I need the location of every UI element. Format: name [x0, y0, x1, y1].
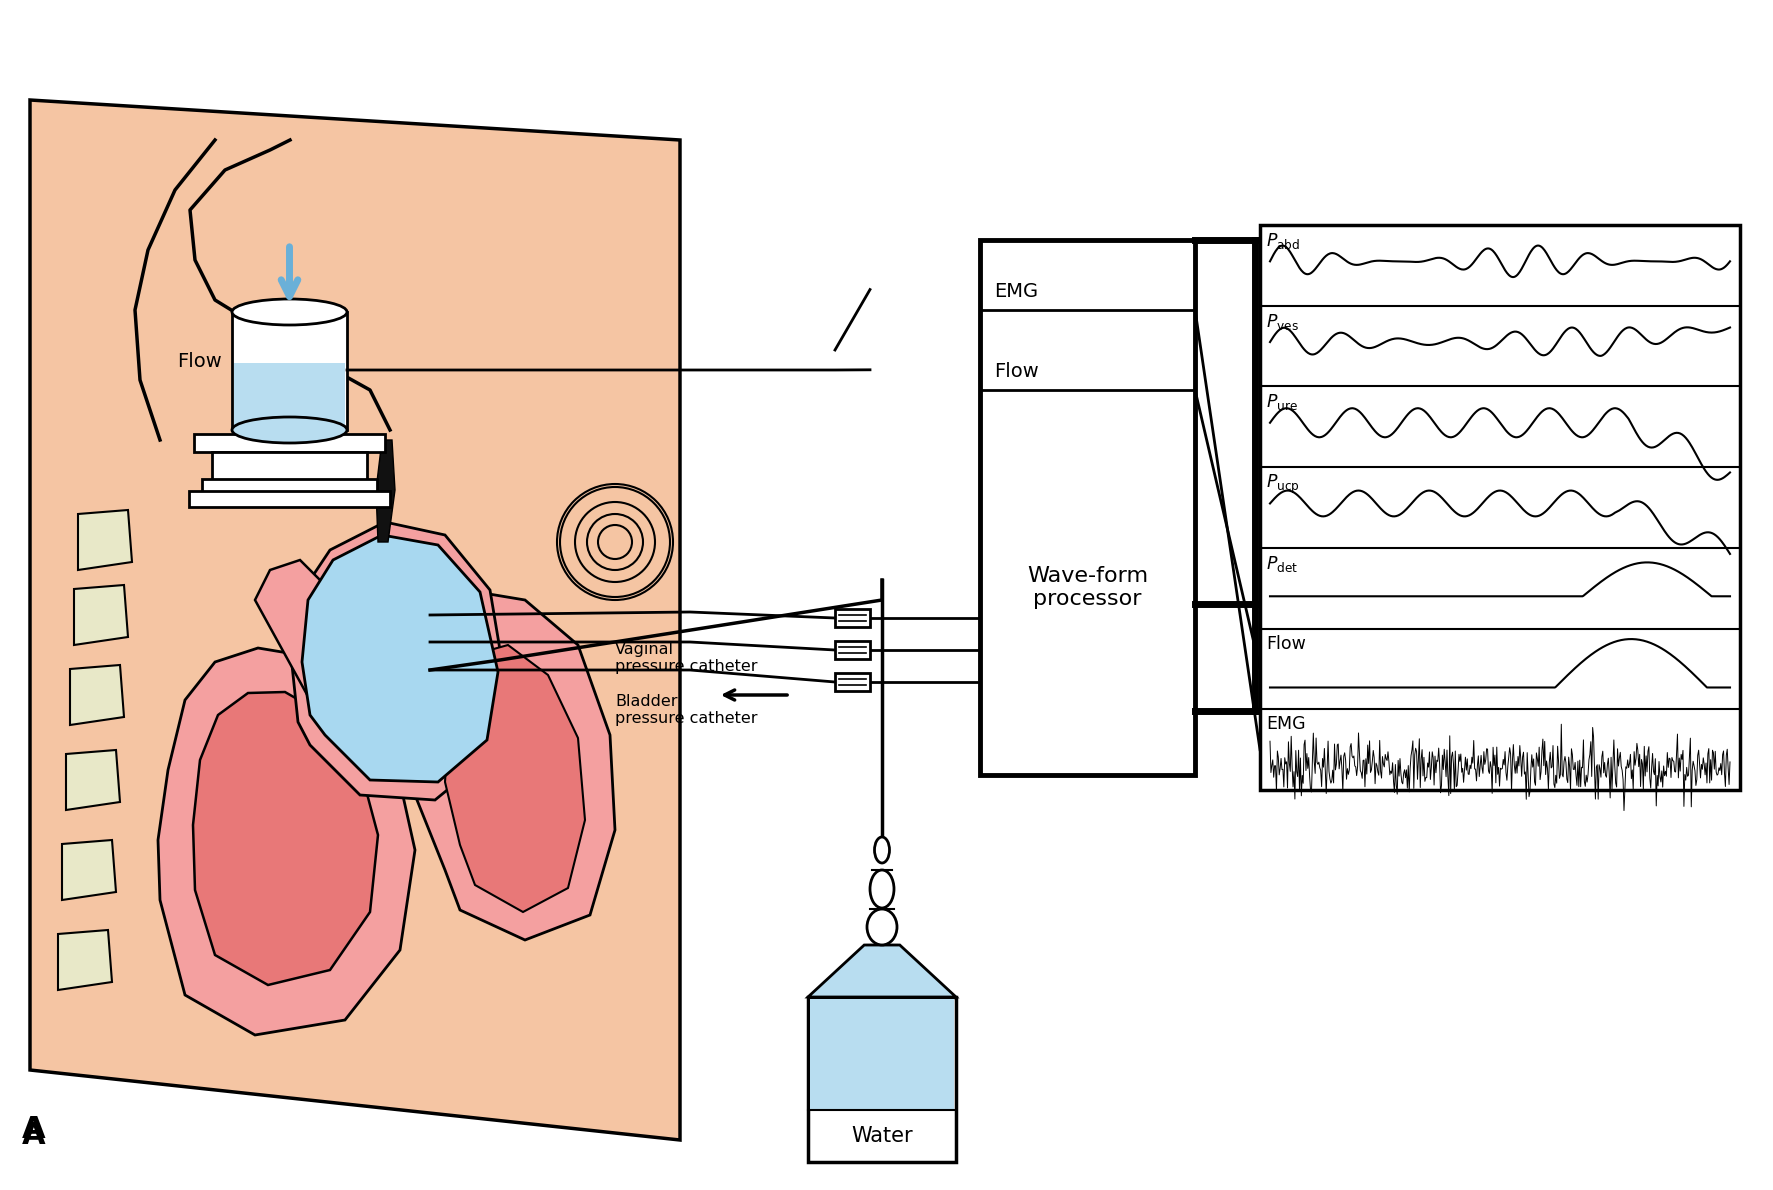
- Polygon shape: [255, 560, 340, 700]
- Text: Vaginal
pressure catheter: Vaginal pressure catheter: [615, 641, 757, 675]
- Text: EMG: EMG: [995, 282, 1039, 301]
- Polygon shape: [30, 100, 681, 1140]
- Text: Bladder
pressure catheter: Bladder pressure catheter: [615, 694, 757, 726]
- Bar: [835, 609, 871, 627]
- Bar: [1261, 225, 1739, 790]
- Polygon shape: [59, 931, 112, 990]
- Polygon shape: [193, 693, 378, 985]
- Polygon shape: [78, 511, 131, 570]
- Text: $P_{\rm ves}$: $P_{\rm ves}$: [1266, 312, 1300, 332]
- Ellipse shape: [871, 870, 894, 908]
- Bar: [835, 674, 871, 691]
- Bar: [202, 480, 378, 491]
- Text: $P_{\rm ure}$: $P_{\rm ure}$: [1266, 393, 1298, 413]
- Polygon shape: [62, 840, 115, 900]
- Polygon shape: [293, 522, 505, 800]
- Bar: [232, 312, 348, 430]
- Polygon shape: [376, 440, 395, 541]
- Polygon shape: [66, 750, 121, 810]
- Bar: [193, 434, 385, 452]
- Polygon shape: [69, 665, 124, 725]
- Polygon shape: [74, 585, 128, 645]
- Text: Water: Water: [851, 1126, 913, 1146]
- Ellipse shape: [232, 299, 348, 325]
- Text: $P_{\rm ucp}$: $P_{\rm ucp}$: [1266, 474, 1300, 496]
- Bar: [213, 452, 367, 480]
- Polygon shape: [808, 945, 956, 997]
- Ellipse shape: [867, 909, 897, 945]
- Bar: [808, 997, 956, 1161]
- Polygon shape: [445, 645, 585, 912]
- Text: $P_{\rm det}$: $P_{\rm det}$: [1266, 553, 1298, 574]
- Text: Flow: Flow: [1266, 634, 1307, 652]
- Polygon shape: [301, 536, 498, 782]
- Polygon shape: [408, 590, 615, 940]
- Text: Flow: Flow: [995, 362, 1039, 381]
- Bar: [835, 641, 871, 659]
- Text: A: A: [21, 1115, 46, 1144]
- Text: A: A: [21, 1121, 46, 1150]
- Circle shape: [557, 484, 674, 600]
- Ellipse shape: [232, 416, 348, 443]
- Text: Flow: Flow: [177, 351, 222, 370]
- Bar: [980, 240, 1195, 775]
- Ellipse shape: [874, 837, 890, 863]
- Bar: [810, 998, 954, 1110]
- Polygon shape: [158, 649, 415, 1035]
- Text: EMG: EMG: [1266, 715, 1305, 733]
- Text: Wave-form
processor: Wave-form processor: [1027, 566, 1149, 609]
- Bar: [190, 491, 390, 507]
- Bar: [234, 363, 346, 428]
- Text: $P_{\rm abd}$: $P_{\rm abd}$: [1266, 231, 1300, 251]
